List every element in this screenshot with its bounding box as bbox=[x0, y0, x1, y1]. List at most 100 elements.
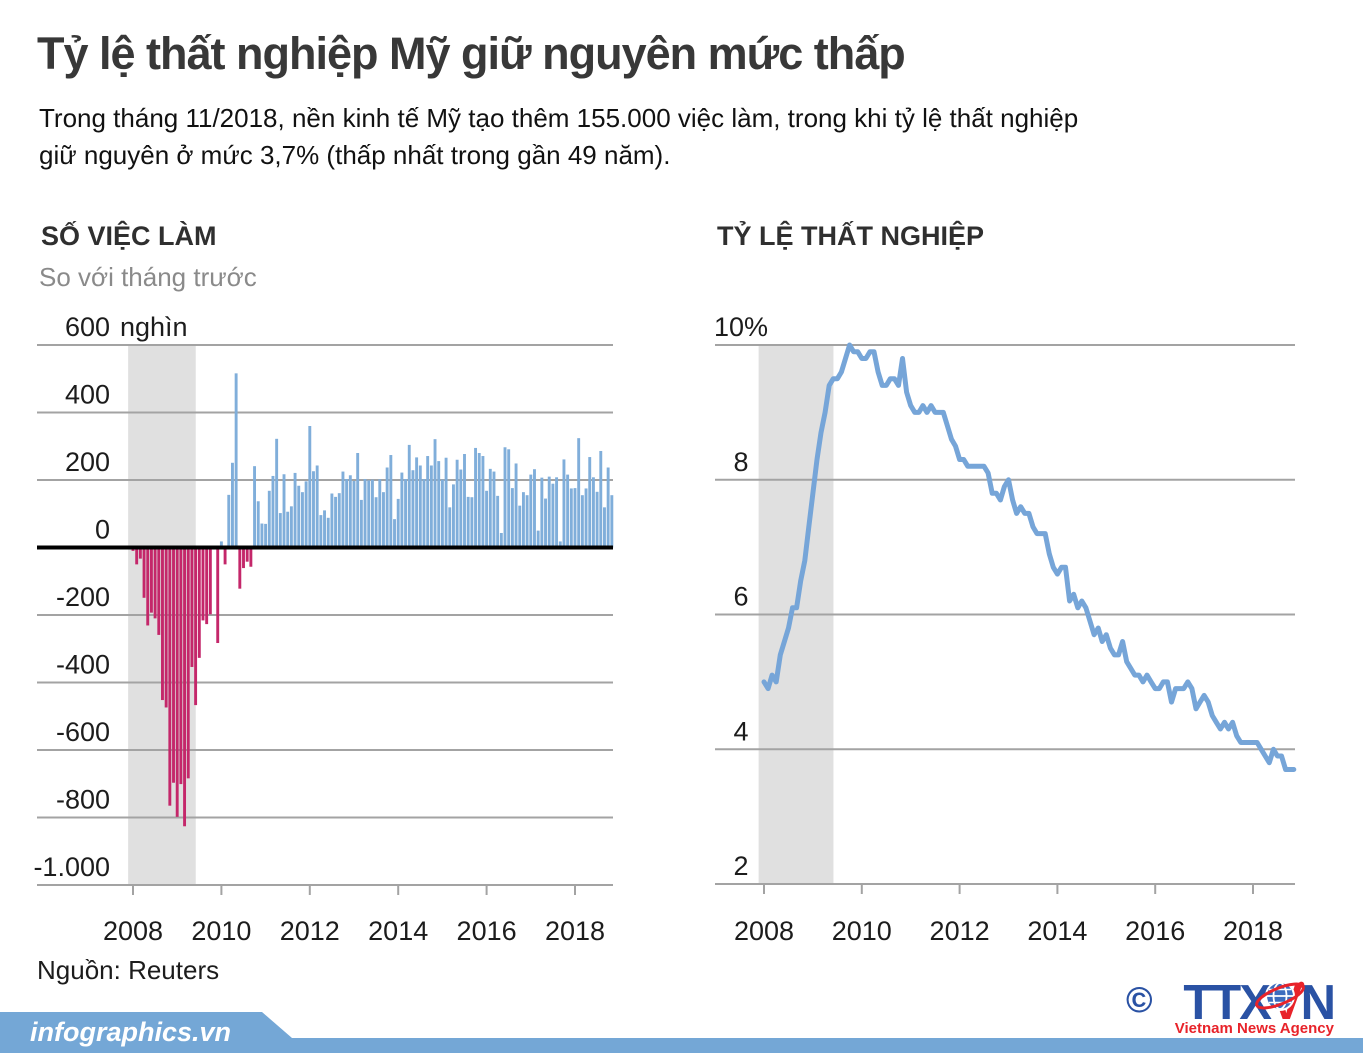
y-axis-label: -1.000 bbox=[33, 852, 110, 882]
bar bbox=[518, 505, 522, 548]
copyright-icon: © bbox=[1126, 979, 1153, 1020]
bar bbox=[308, 426, 312, 548]
bar bbox=[238, 547, 242, 589]
payrolls-chart-title: SỐ VIỆC LÀM bbox=[41, 221, 217, 251]
bar bbox=[293, 472, 297, 548]
bar bbox=[153, 547, 157, 619]
bar bbox=[245, 547, 249, 562]
payrolls-bar-chart: 2008 2010 2012 2014 2016 2018 600 nghìn 400 200 0 -… bbox=[33, 312, 614, 946]
globe-icon bbox=[1255, 981, 1305, 1011]
bar bbox=[253, 466, 256, 548]
bar bbox=[312, 471, 315, 548]
y-axis-label: -400 bbox=[56, 650, 110, 680]
bar bbox=[278, 513, 282, 548]
bar bbox=[201, 547, 205, 621]
zero-line bbox=[37, 545, 613, 550]
bar bbox=[433, 439, 437, 548]
bar bbox=[510, 488, 514, 548]
bar bbox=[389, 455, 393, 548]
bar bbox=[595, 491, 599, 548]
source-credit: Nguồn: Reuters bbox=[37, 955, 220, 985]
bar bbox=[223, 547, 227, 565]
bar bbox=[297, 485, 301, 548]
x-axis-label: 2014 bbox=[1027, 916, 1087, 946]
bar bbox=[536, 530, 540, 548]
bar bbox=[385, 467, 389, 548]
bar bbox=[426, 456, 430, 548]
bar bbox=[459, 469, 463, 548]
y-axis-label: -800 bbox=[56, 785, 110, 815]
bar bbox=[485, 490, 489, 548]
bar bbox=[242, 547, 245, 569]
bar bbox=[507, 449, 511, 548]
y-axis-label: 200 bbox=[65, 447, 110, 477]
bar bbox=[356, 453, 360, 548]
x-axis-label: 2016 bbox=[1125, 916, 1185, 946]
y-axis-label: 0 bbox=[95, 515, 110, 545]
bar bbox=[149, 547, 153, 613]
bar bbox=[474, 447, 477, 548]
bar bbox=[492, 471, 496, 548]
bar bbox=[352, 481, 356, 548]
bar bbox=[374, 497, 378, 548]
bar bbox=[496, 495, 500, 548]
bar bbox=[547, 476, 551, 548]
y-axis-label: 6 bbox=[733, 582, 748, 612]
page-title: Tỷ lệ thất nghiệp Mỹ giữ nguyên mức thấp bbox=[37, 28, 906, 79]
bar bbox=[463, 454, 466, 548]
x-axis-label: 2012 bbox=[930, 916, 990, 946]
bar bbox=[400, 472, 404, 548]
bar bbox=[260, 523, 264, 548]
bar bbox=[606, 467, 610, 548]
bar bbox=[544, 498, 547, 548]
y-axis-label: 600 bbox=[65, 312, 110, 342]
unemployment-chart-title: TỶ LỆ THẤT NGHIỆP bbox=[717, 221, 985, 251]
bar bbox=[234, 373, 238, 548]
bar bbox=[345, 478, 349, 548]
bar bbox=[488, 468, 492, 548]
bar bbox=[584, 488, 588, 548]
bar bbox=[569, 488, 573, 548]
bar bbox=[219, 541, 223, 548]
bar bbox=[555, 477, 559, 548]
bar bbox=[562, 459, 566, 548]
bar bbox=[588, 457, 592, 548]
x-axis-label: 2010 bbox=[191, 916, 251, 946]
bar bbox=[577, 438, 581, 548]
bar bbox=[533, 469, 536, 548]
bar bbox=[521, 492, 525, 548]
bar bbox=[411, 470, 415, 548]
bar bbox=[393, 519, 396, 548]
x-axis-label: 2012 bbox=[280, 916, 340, 946]
bar bbox=[529, 474, 533, 548]
bar bbox=[396, 498, 400, 548]
bar bbox=[499, 532, 503, 548]
bar bbox=[138, 547, 142, 559]
bar bbox=[175, 547, 179, 817]
bar bbox=[363, 478, 367, 548]
bar bbox=[286, 511, 290, 548]
bar bbox=[551, 483, 555, 548]
unemployment-line-chart: 2008 2010 2012 2014 2016 2018 10% 8 6 4 2 bbox=[714, 312, 1297, 946]
bar bbox=[481, 456, 485, 548]
bar bbox=[161, 547, 164, 701]
x-axis-label: 2008 bbox=[103, 916, 163, 946]
bar bbox=[275, 438, 279, 548]
watermark-infographics-vn: infographics.vn bbox=[30, 1017, 231, 1047]
bar bbox=[415, 457, 419, 548]
bar bbox=[256, 501, 260, 548]
bar bbox=[179, 547, 183, 785]
bar bbox=[341, 471, 345, 548]
bar bbox=[146, 547, 150, 626]
bar bbox=[418, 465, 422, 548]
y-axis-label: 400 bbox=[65, 380, 110, 410]
bar bbox=[599, 450, 603, 548]
bar bbox=[580, 495, 584, 548]
y-axis-label: -200 bbox=[56, 582, 110, 612]
bar bbox=[378, 479, 382, 548]
bar bbox=[168, 547, 172, 806]
y-axis-label: 2 bbox=[733, 851, 748, 881]
bar bbox=[164, 547, 168, 708]
bar bbox=[326, 517, 330, 548]
